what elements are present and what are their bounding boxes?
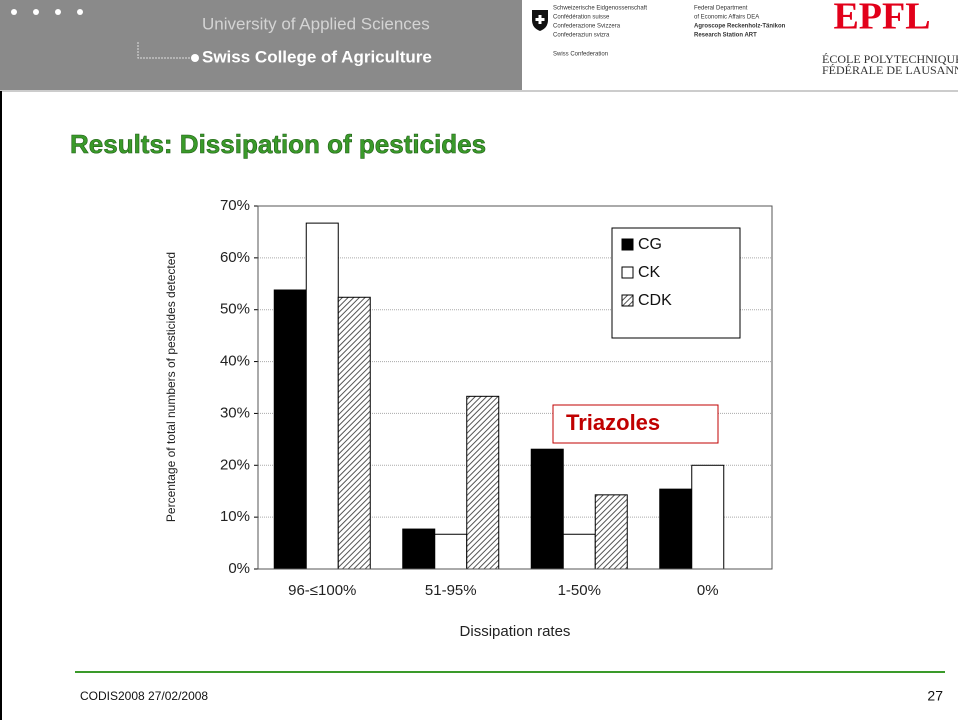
legend-swatch (621, 238, 634, 251)
y-tick-label: 10% (220, 508, 250, 525)
x-tick-label: 0% (697, 582, 719, 599)
department-line: Research Station ART (694, 33, 757, 39)
slide-title: Results: Dissipation of pesticides (70, 129, 486, 159)
bar (466, 395, 500, 570)
bar (434, 533, 468, 570)
x-tick-label: 51-95% (425, 582, 477, 599)
annotation: Triazoles (566, 410, 660, 435)
legend-label: CK (638, 264, 661, 281)
bar (305, 222, 339, 570)
bar (337, 296, 371, 570)
legend-swatch (621, 266, 634, 279)
swiss-cross (535, 15, 545, 24)
header-dots (11, 9, 83, 15)
chart: Percentage of total numbers of pesticide… (164, 197, 773, 640)
confed-line: Confederaziun svizra (553, 33, 610, 39)
x-tick-label: 96-≤100% (288, 582, 356, 599)
department-line: Federal Department (694, 6, 748, 12)
plot-frame (257, 205, 773, 570)
school-name: University of Applied Sciences (202, 14, 430, 33)
department-line: of Economic Affairs DEA (694, 15, 759, 21)
epfl-line: ÉCOLE POLYTECHNIQUE (822, 52, 958, 66)
bar (273, 289, 307, 570)
epfl-logo: EPFL (833, 0, 930, 38)
bar (691, 464, 725, 570)
y-tick-label: 70% (220, 197, 250, 214)
confed-line: Confederazione Svizzera (553, 24, 621, 30)
y-tick-label: 50% (220, 301, 250, 318)
legend-label: CG (638, 236, 662, 253)
header-band (0, 0, 522, 90)
bar (562, 533, 596, 570)
department-line: Agroscope Reckenholz-Tänikon (694, 24, 786, 30)
y-tick-label: 40% (220, 353, 250, 370)
confed-line: Schweizerische Eidgenossenschaft (553, 6, 647, 12)
confed-line: Confédération suisse (553, 15, 610, 21)
annotation-box (552, 404, 719, 444)
header-connector (137, 42, 190, 59)
y-tick-label: 60% (220, 249, 250, 266)
legend-swatch (621, 294, 634, 307)
epfl-line: FÉDÉRALE DE LAUSANNE (822, 63, 958, 77)
x-tick-label: 1-50% (558, 582, 601, 599)
bar (659, 488, 693, 570)
y-tick-label: 0% (228, 560, 250, 577)
y-axis-label: Percentage of total numbers of pesticide… (164, 252, 178, 522)
y-tick-label: 30% (220, 404, 250, 421)
college-name: Swiss College of Agriculture (202, 47, 432, 66)
bar (530, 448, 564, 570)
confed-line: Swiss Confederation (553, 52, 608, 58)
y-tick-label: 20% (220, 456, 250, 473)
x-axis-label: Dissipation rates (460, 623, 571, 640)
epfl-logo-bg (815, 0, 958, 42)
legend-label: CDK (638, 292, 672, 309)
bar (594, 494, 628, 570)
footer-text: CODIS2008 27/02/2008 (80, 689, 208, 703)
bar (402, 528, 436, 570)
page-number: 27 (927, 688, 943, 704)
header-dot (191, 54, 199, 62)
